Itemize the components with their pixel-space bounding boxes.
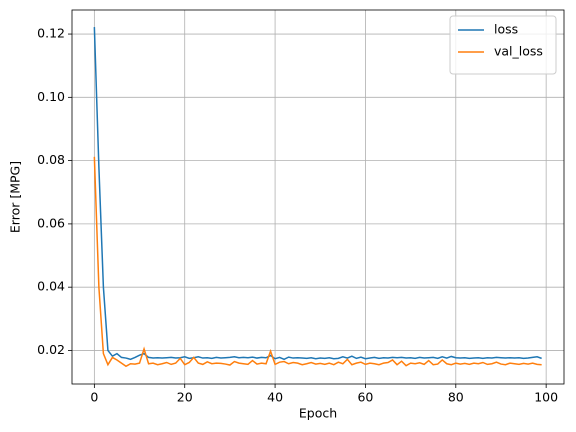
legend-label: loss [494, 22, 518, 37]
y-tick-label: 0.06 [37, 215, 65, 230]
legend-label: val_loss [494, 44, 543, 59]
x-tick-label: 0 [90, 390, 98, 405]
x-tick-label: 100 [534, 390, 558, 405]
y-tick-label: 0.12 [37, 26, 65, 41]
y-tick-label: 0.02 [37, 342, 65, 357]
y-axis-label: Error [MPG] [8, 161, 23, 233]
data-line [93, 27, 542, 361]
x-tick-label: 60 [357, 390, 373, 405]
y-tick-label: 0.04 [37, 279, 65, 294]
x-tick-label: 40 [267, 390, 283, 405]
y-tick-label: 0.10 [37, 89, 65, 104]
data-line [93, 156, 542, 368]
axes-frame [71, 9, 565, 385]
y-tick-label: 0.08 [37, 152, 65, 167]
x-axis-label: Epoch [299, 406, 337, 421]
x-tick-label: 80 [448, 390, 464, 405]
x-tick-label: 20 [177, 390, 193, 405]
